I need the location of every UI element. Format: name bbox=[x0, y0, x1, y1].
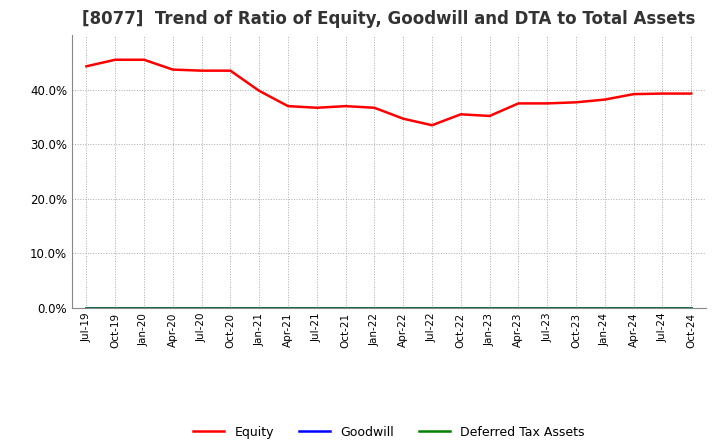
Goodwill bbox=[341, 305, 350, 311]
Equity bbox=[111, 57, 120, 62]
Equity bbox=[485, 114, 494, 119]
Deferred Tax Assets bbox=[399, 305, 408, 311]
Goodwill bbox=[226, 305, 235, 311]
Equity bbox=[543, 101, 552, 106]
Deferred Tax Assets bbox=[111, 305, 120, 311]
Goodwill bbox=[485, 305, 494, 311]
Goodwill bbox=[111, 305, 120, 311]
Equity bbox=[658, 91, 667, 96]
Legend: Equity, Goodwill, Deferred Tax Assets: Equity, Goodwill, Deferred Tax Assets bbox=[188, 421, 590, 440]
Equity bbox=[456, 112, 465, 117]
Line: Equity: Equity bbox=[86, 60, 691, 125]
Goodwill bbox=[197, 305, 206, 311]
Goodwill bbox=[255, 305, 264, 311]
Deferred Tax Assets bbox=[456, 305, 465, 311]
Equity bbox=[140, 57, 148, 62]
Deferred Tax Assets bbox=[687, 305, 696, 311]
Goodwill bbox=[456, 305, 465, 311]
Deferred Tax Assets bbox=[658, 305, 667, 311]
Equity bbox=[370, 105, 379, 110]
Deferred Tax Assets bbox=[428, 305, 436, 311]
Equity bbox=[312, 105, 321, 110]
Equity bbox=[168, 67, 177, 72]
Goodwill bbox=[600, 305, 609, 311]
Equity bbox=[341, 103, 350, 109]
Deferred Tax Assets bbox=[140, 305, 148, 311]
Deferred Tax Assets bbox=[168, 305, 177, 311]
Equity bbox=[600, 97, 609, 102]
Goodwill bbox=[168, 305, 177, 311]
Deferred Tax Assets bbox=[572, 305, 580, 311]
Equity bbox=[399, 116, 408, 121]
Equity bbox=[255, 88, 264, 93]
Goodwill bbox=[543, 305, 552, 311]
Equity bbox=[226, 68, 235, 73]
Deferred Tax Assets bbox=[341, 305, 350, 311]
Deferred Tax Assets bbox=[82, 305, 91, 311]
Goodwill bbox=[140, 305, 148, 311]
Goodwill bbox=[399, 305, 408, 311]
Goodwill bbox=[629, 305, 638, 311]
Deferred Tax Assets bbox=[629, 305, 638, 311]
Equity bbox=[197, 68, 206, 73]
Equity bbox=[572, 100, 580, 105]
Title: [8077]  Trend of Ratio of Equity, Goodwill and DTA to Total Assets: [8077] Trend of Ratio of Equity, Goodwil… bbox=[82, 10, 696, 28]
Deferred Tax Assets bbox=[284, 305, 292, 311]
Equity bbox=[284, 103, 292, 109]
Deferred Tax Assets bbox=[514, 305, 523, 311]
Equity bbox=[428, 123, 436, 128]
Goodwill bbox=[370, 305, 379, 311]
Deferred Tax Assets bbox=[543, 305, 552, 311]
Equity bbox=[514, 101, 523, 106]
Deferred Tax Assets bbox=[600, 305, 609, 311]
Equity bbox=[687, 91, 696, 96]
Goodwill bbox=[312, 305, 321, 311]
Equity bbox=[629, 92, 638, 97]
Goodwill bbox=[687, 305, 696, 311]
Goodwill bbox=[284, 305, 292, 311]
Goodwill bbox=[82, 305, 91, 311]
Deferred Tax Assets bbox=[255, 305, 264, 311]
Deferred Tax Assets bbox=[197, 305, 206, 311]
Goodwill bbox=[428, 305, 436, 311]
Goodwill bbox=[658, 305, 667, 311]
Deferred Tax Assets bbox=[370, 305, 379, 311]
Deferred Tax Assets bbox=[312, 305, 321, 311]
Goodwill bbox=[572, 305, 580, 311]
Equity bbox=[82, 64, 91, 69]
Goodwill bbox=[514, 305, 523, 311]
Deferred Tax Assets bbox=[485, 305, 494, 311]
Deferred Tax Assets bbox=[226, 305, 235, 311]
